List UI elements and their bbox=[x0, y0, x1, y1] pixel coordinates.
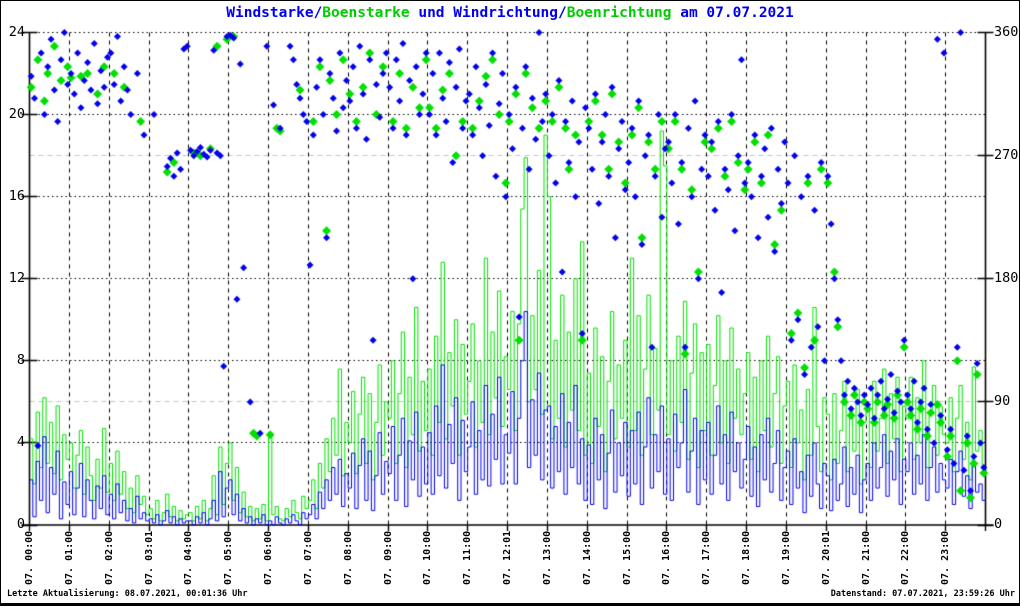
y-right-tick-label: 0 bbox=[994, 516, 1003, 532]
x-tick-label: 07. 08:00 bbox=[342, 530, 354, 585]
y-left-tick-label: 16 bbox=[8, 187, 25, 204]
title-segment-boenstarke: Boenstarke bbox=[322, 5, 410, 21]
x-tick-label: 07. 11:00 bbox=[462, 530, 474, 585]
y-left-tick-label: 0 bbox=[16, 516, 25, 532]
x-tick-label: 07. 12:01 bbox=[502, 530, 513, 585]
chart-title: Windstarke/Boenstarke und Windrichtung/B… bbox=[1, 5, 1019, 21]
x-tick-label: 07. 20:01 bbox=[820, 530, 832, 585]
x-tick-label: 07. 10:00 bbox=[422, 530, 434, 585]
y-right-tick-label: 360 bbox=[994, 23, 1019, 40]
x-tick-label: 07. 17:00 bbox=[701, 530, 713, 585]
x-tick-label: 07. 22:00 bbox=[900, 530, 912, 585]
x-tick-label: 07. 03:01 bbox=[143, 530, 155, 585]
y-left-tick-label: 24 bbox=[8, 23, 25, 40]
title-segment-windrichtung: und Windrichtung/ bbox=[409, 5, 567, 21]
y-left-tick-label: 12 bbox=[8, 269, 25, 286]
x-tick-label: 07. 01:00 bbox=[63, 530, 75, 585]
y-right-tick-label: 90 bbox=[994, 392, 1011, 409]
title-segment-windstarke: Windstarke/ bbox=[226, 5, 323, 21]
last-update-text: Letzte Aktualisierung: 08.07.2021, 00:01… bbox=[7, 589, 248, 599]
x-tick-label: 07. 13:00 bbox=[541, 530, 553, 585]
x-tick-label: 07. 14:00 bbox=[581, 530, 593, 585]
y-left-tick-label: 4 bbox=[16, 433, 25, 450]
x-tick-label: 07. 19:00 bbox=[780, 530, 792, 585]
y-right-tick-label: 180 bbox=[994, 269, 1019, 286]
title-segment-date: am 07.07.2021 bbox=[671, 5, 794, 21]
y-left-tick-label: 20 bbox=[8, 105, 25, 122]
y-left-tick-label: 8 bbox=[16, 351, 25, 368]
x-tick-label: 07. 16:00 bbox=[661, 530, 673, 585]
x-tick-label: 07. 09:00 bbox=[382, 530, 394, 585]
y-right-tick-label: 270 bbox=[994, 146, 1019, 163]
x-tick-label: 07. 06:00 bbox=[263, 530, 274, 585]
x-tick-label: 07. 15:00 bbox=[621, 530, 633, 585]
x-tick-label: 07. 04:00 bbox=[183, 530, 195, 585]
title-segment-boenrichtung: Boenrichtung bbox=[566, 5, 672, 21]
x-tick-label: 07. 18:00 bbox=[741, 530, 752, 585]
x-tick-label: 07. 07:00 bbox=[302, 530, 314, 585]
data-state-text: Datenstand: 07.07.2021, 23:59:26 Uhr bbox=[830, 589, 1015, 599]
x-tick-label: 07. 23:00 bbox=[940, 530, 952, 585]
x-tick-label: 07. 00:00 bbox=[24, 530, 35, 585]
x-tick-label: 07. 02:00 bbox=[103, 530, 115, 585]
x-tick-label: 07. 05:00 bbox=[223, 530, 235, 585]
x-tick-label: 07. 21:00 bbox=[860, 530, 872, 585]
